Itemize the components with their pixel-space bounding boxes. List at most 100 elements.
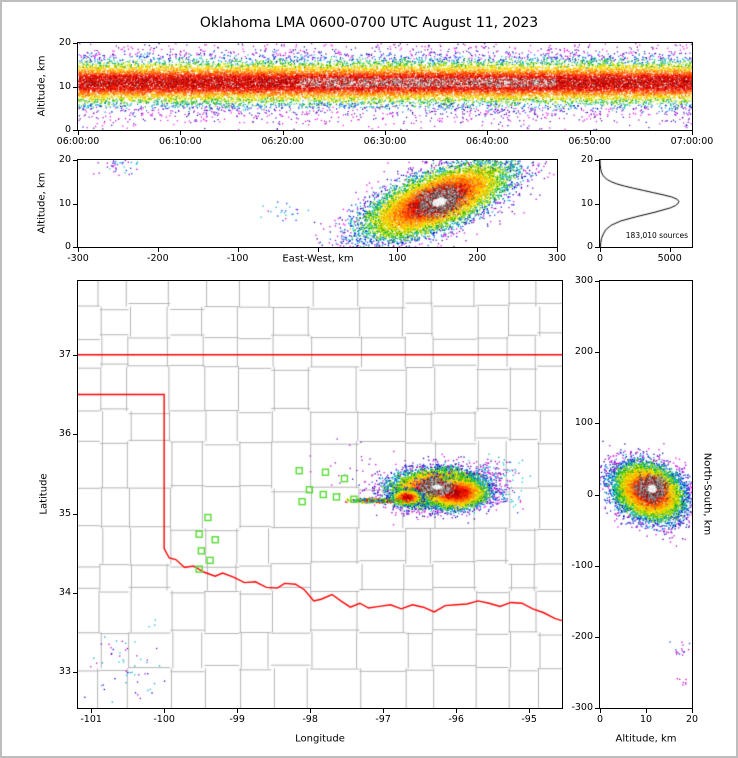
tick-label: 0 [586,241,593,252]
tick-mark [529,709,531,713]
tick-mark [557,248,558,252]
tick-label: -100 [571,559,593,571]
tick-mark [91,709,93,713]
tick-label: -300 [571,702,593,713]
time-height-panel [77,42,693,131]
tick-label: 06:10:00 [158,136,202,147]
tick-label: 0 [596,714,604,725]
tick-label: -98 [302,714,318,725]
tick-mark [692,131,693,135]
tick-label: 06:50:00 [568,136,611,147]
tick-label: 200 [574,346,593,358]
tick-label: -99 [229,714,245,725]
plan-view-map-panel [77,280,563,709]
tick-label: 20 [58,37,71,48]
xlabel-east-west: East-West, km [282,253,354,265]
tick-mark [73,86,77,88]
tick-mark [237,709,239,713]
tick-mark [317,248,319,252]
tick-mark [73,434,77,436]
tick-mark [78,248,79,252]
tick-mark [78,131,79,135]
tick-label: -100 [226,253,249,264]
xlabel-longitude: Longitude [295,733,345,745]
time-height-canvas [78,43,692,130]
tick-mark [73,247,77,248]
tick-label: 06:20:00 [261,136,304,147]
tick-mark [595,352,599,354]
tick-label: 06:00:00 [56,136,100,147]
tick-mark [600,709,601,713]
tick-label: 06:40:00 [465,136,509,147]
tick-mark [73,203,77,205]
altitude-histogram-panel [599,159,693,248]
tick-mark [456,709,458,713]
tick-mark [669,248,671,252]
tick-label: 100 [388,253,407,264]
tick-mark [73,354,77,356]
tick-label: 100 [574,417,593,429]
tick-label: 10 [58,197,71,209]
tick-mark [383,709,385,713]
tick-mark [595,203,599,205]
tick-mark [397,248,399,252]
tick-label: 10 [580,197,593,209]
tick-mark [595,636,599,638]
tick-mark [73,672,77,674]
tick-mark [600,248,601,252]
tick-mark [595,565,599,567]
tick-label: -101 [80,714,102,725]
map-canvas [78,281,562,708]
tick-label: 10 [639,714,653,725]
tick-label: 0 [596,253,604,264]
tick-label: 07:00:00 [670,136,714,147]
tick-label: 300 [574,275,593,286]
tick-label: -95 [521,714,537,725]
tick-mark [487,131,489,135]
tick-label: 20 [580,154,593,165]
tick-label: 37 [58,348,71,360]
tick-mark [595,160,599,161]
tick-mark [164,709,166,713]
tick-label: 5000 [657,253,682,264]
tick-label: 0 [586,488,593,500]
tick-label: 20 [58,154,71,165]
tick-label: -300 [67,253,89,264]
sources-count-label: 183,010 sources [625,231,688,240]
tick-mark [157,248,159,252]
tick-mark [73,160,77,161]
north-south-cross-panel [599,280,693,709]
tick-label: -100 [153,714,175,725]
tick-label: 300 [547,253,567,264]
tick-mark [589,131,591,135]
tick-mark [73,513,77,515]
tick-mark [692,709,693,713]
tick-label: -200 [147,253,169,264]
tick-mark [595,494,599,496]
tick-label: 0 [64,241,71,252]
tick-mark [73,592,77,594]
tick-mark [73,130,77,131]
tick-mark [73,43,77,44]
tick-label: -96 [448,714,464,725]
tick-mark [180,131,182,135]
tick-label: 35 [58,507,71,519]
tick-label: 36 [58,428,71,440]
east-west-canvas [78,160,557,247]
tick-label: -200 [571,630,593,642]
tick-label: 34 [58,586,71,598]
tick-mark [595,247,599,248]
tick-mark [385,131,386,135]
east-west-cross-panel [77,159,558,248]
ylabel-north-south: North-South, km [701,452,713,536]
chart-title: Oklahoma LMA 0600-0700 UTC August 11, 20… [199,15,539,31]
xlabel-ns-altitude: Altitude, km [615,733,677,745]
tick-mark [237,248,239,252]
tick-mark [310,709,312,713]
tick-label: 0 [64,124,71,135]
tick-mark [595,708,599,709]
tick-mark [477,248,479,252]
tick-mark [646,709,647,713]
tick-label: 33 [58,666,71,678]
